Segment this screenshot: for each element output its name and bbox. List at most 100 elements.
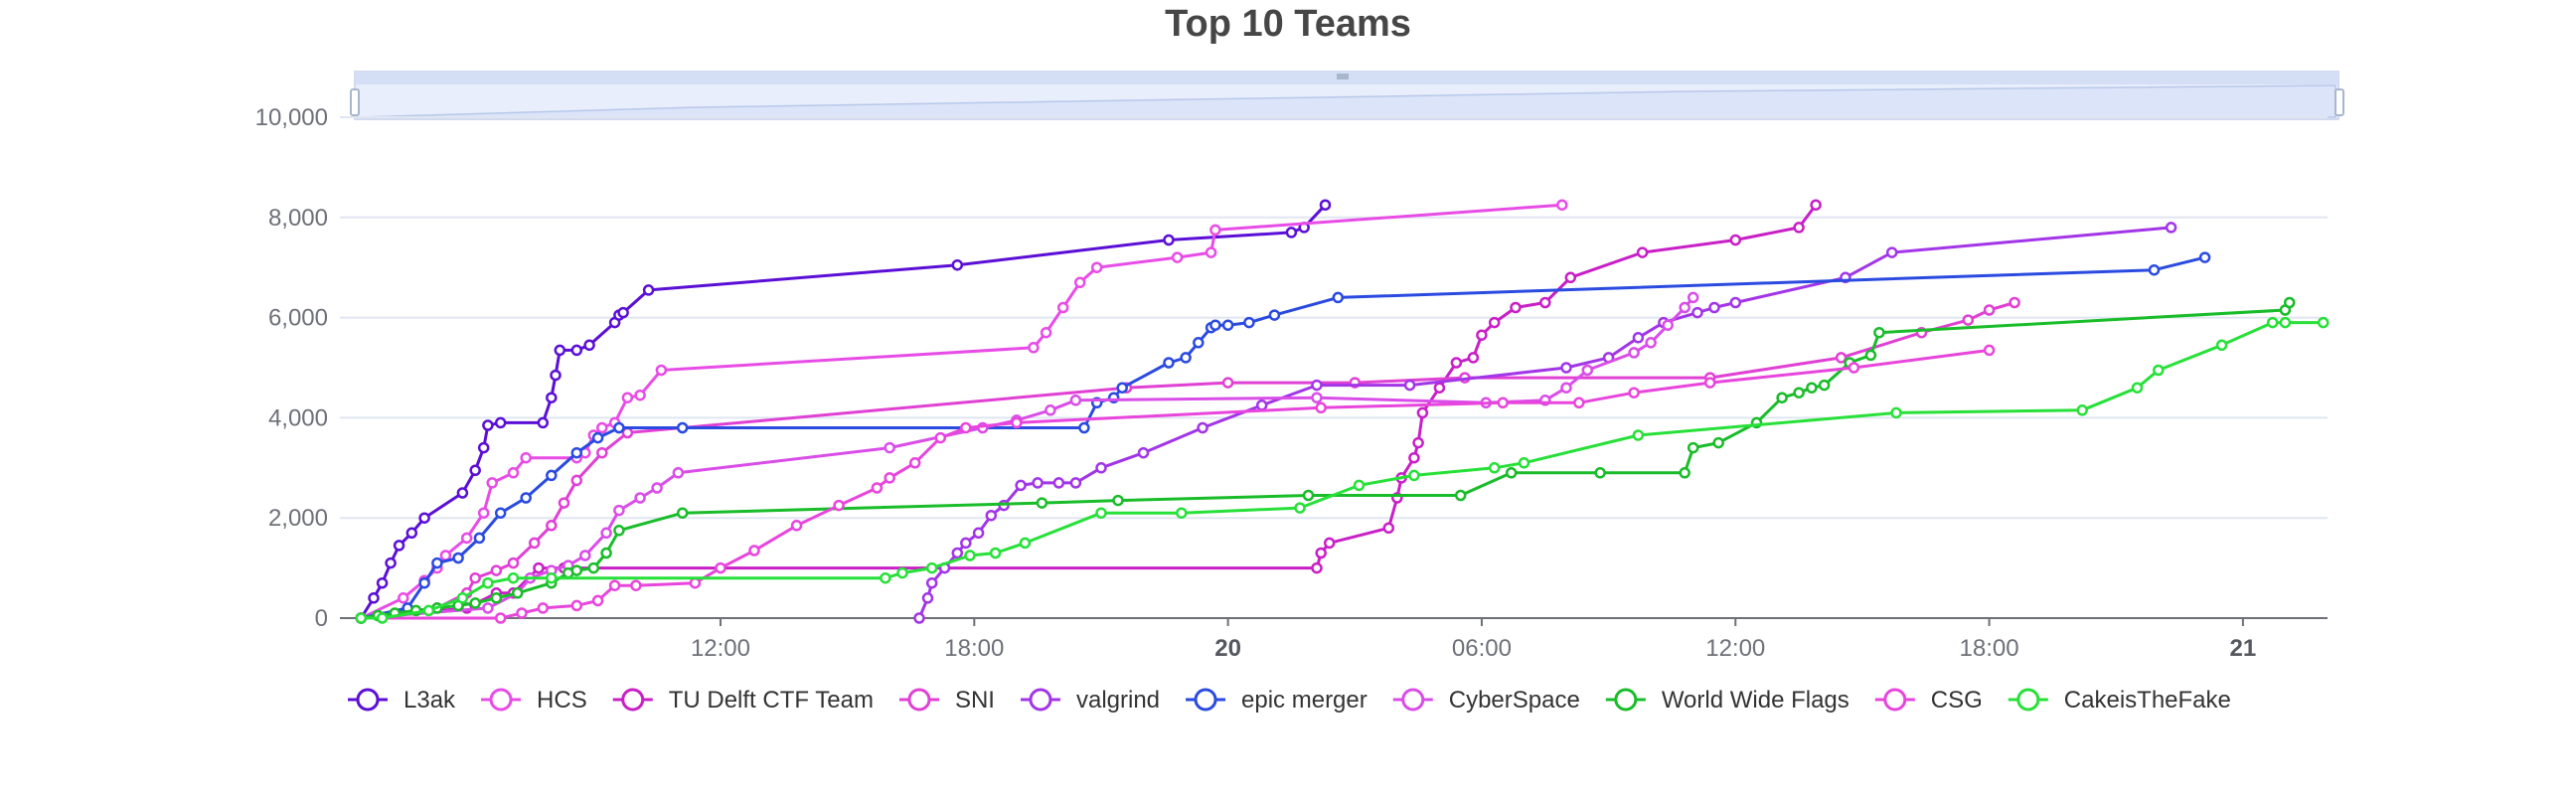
legend-item[interactable]: TU Delft CTF Team [612, 687, 874, 714]
data-point[interactable] [621, 392, 634, 403]
data-point[interactable] [1573, 397, 1585, 409]
data-point[interactable] [1163, 234, 1175, 246]
data-point[interactable] [676, 507, 689, 519]
data-point[interactable] [1864, 349, 1877, 362]
data-point[interactable] [642, 284, 655, 296]
legend-item[interactable]: L3ak [348, 687, 456, 714]
data-point[interactable] [689, 576, 702, 589]
data-point[interactable] [1221, 319, 1234, 331]
data-point[interactable] [1983, 344, 1996, 357]
data-point[interactable] [613, 525, 625, 537]
data-point[interactable] [1539, 296, 1551, 309]
data-point[interactable] [884, 472, 895, 484]
data-point[interactable] [1382, 522, 1395, 535]
data-point[interactable] [1095, 507, 1107, 519]
data-point[interactable] [1255, 399, 1268, 411]
data-point[interactable] [2076, 404, 2088, 416]
data-point[interactable] [1163, 357, 1175, 369]
data-point[interactable] [1581, 364, 1594, 377]
data-point[interactable] [1332, 291, 1345, 304]
data-point[interactable] [1594, 467, 1606, 479]
data-point[interactable] [520, 492, 532, 504]
data-point[interactable] [1036, 497, 1048, 509]
data-point[interactable] [494, 612, 507, 624]
data-point[interactable] [456, 487, 469, 499]
data-point[interactable] [469, 571, 481, 584]
data-point[interactable] [1078, 421, 1090, 434]
data-point[interactable] [1708, 301, 1720, 314]
data-point[interactable] [1311, 392, 1323, 403]
data-point[interactable] [934, 431, 947, 444]
data-point[interactable] [921, 592, 934, 604]
data-zoom-slider[interactable] [350, 71, 2344, 120]
data-point[interactable] [482, 576, 494, 589]
data-point[interactable] [2148, 263, 2161, 276]
data-point[interactable] [583, 339, 595, 352]
data-point[interactable] [550, 369, 562, 382]
data-point[interactable] [1221, 377, 1234, 389]
data-point[interactable] [1285, 227, 1298, 238]
data-point[interactable] [368, 592, 380, 604]
data-point[interactable] [1056, 301, 1069, 314]
data-point[interactable] [1793, 222, 1805, 234]
data-point[interactable] [477, 507, 490, 519]
legend-item[interactable]: SNI [898, 687, 995, 714]
data-point[interactable] [1497, 397, 1509, 409]
data-point[interactable] [591, 594, 604, 607]
data-point[interactable] [546, 571, 558, 584]
data-point[interactable] [1687, 441, 1699, 454]
data-point[interactable] [1890, 406, 1902, 419]
data-point[interactable] [477, 441, 490, 454]
data-point[interactable] [1180, 352, 1192, 364]
data-point[interactable] [1848, 362, 1860, 374]
data-point[interactable] [880, 571, 891, 584]
data-point[interactable] [528, 537, 541, 550]
data-point[interactable] [537, 602, 550, 614]
data-point[interactable] [2283, 296, 2296, 309]
data-point[interactable] [1323, 537, 1336, 550]
data-point[interactable] [1885, 246, 1898, 258]
legend-item[interactable]: epic merger [1186, 687, 1368, 714]
legend-item[interactable]: CSG [1874, 687, 1983, 714]
data-point[interactable] [1116, 382, 1128, 394]
data-point[interactable] [1476, 329, 1488, 341]
data-point[interactable] [398, 592, 409, 604]
data-point[interactable] [469, 464, 481, 477]
data-point[interactable] [1315, 401, 1327, 414]
legend-item[interactable]: valgrind [1020, 687, 1160, 714]
data-point[interactable] [1806, 382, 1818, 394]
data-point[interactable] [490, 592, 503, 604]
data-point[interactable] [1776, 392, 1788, 403]
data-point[interactable] [1467, 352, 1480, 364]
data-point[interactable] [676, 421, 689, 434]
data-point[interactable] [1302, 489, 1315, 502]
data-point[interactable] [1315, 547, 1327, 559]
data-point[interactable] [596, 446, 608, 459]
data-point[interactable] [1564, 271, 1577, 284]
data-point[interactable] [1090, 261, 1103, 273]
data-point[interactable] [964, 550, 976, 561]
data-point[interactable] [1209, 224, 1221, 237]
data-point[interactable] [2215, 339, 2228, 352]
data-point[interactable] [1197, 421, 1208, 434]
data-point[interactable] [1171, 251, 1184, 263]
data-point[interactable] [1632, 332, 1645, 344]
data-point[interactable] [570, 564, 583, 576]
data-point[interactable] [1176, 507, 1188, 519]
data-point[interactable] [507, 571, 520, 584]
data-point[interactable] [452, 552, 464, 564]
data-point[interactable] [1818, 379, 1831, 392]
data-point[interactable] [486, 477, 498, 489]
data-point[interactable] [537, 416, 550, 429]
data-point[interactable] [405, 527, 418, 540]
data-point[interactable] [989, 547, 1002, 559]
data-point[interactable] [1243, 316, 1255, 329]
data-point[interactable] [494, 416, 507, 429]
data-point[interactable] [1433, 382, 1446, 394]
data-point[interactable] [896, 566, 908, 579]
data-point[interactable] [1712, 436, 1724, 449]
data-point[interactable] [1112, 494, 1124, 507]
data-point[interactable] [418, 512, 430, 524]
data-point[interactable] [469, 597, 481, 609]
data-point[interactable] [570, 474, 583, 487]
